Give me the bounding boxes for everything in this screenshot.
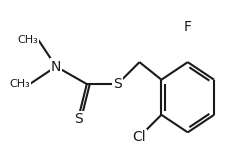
Text: Cl: Cl bbox=[133, 130, 146, 144]
Text: S: S bbox=[74, 112, 82, 126]
Text: F: F bbox=[184, 20, 192, 34]
Text: S: S bbox=[113, 77, 122, 91]
Text: CH₃: CH₃ bbox=[18, 35, 39, 45]
Text: N: N bbox=[51, 60, 61, 73]
Text: CH₃: CH₃ bbox=[9, 79, 30, 89]
